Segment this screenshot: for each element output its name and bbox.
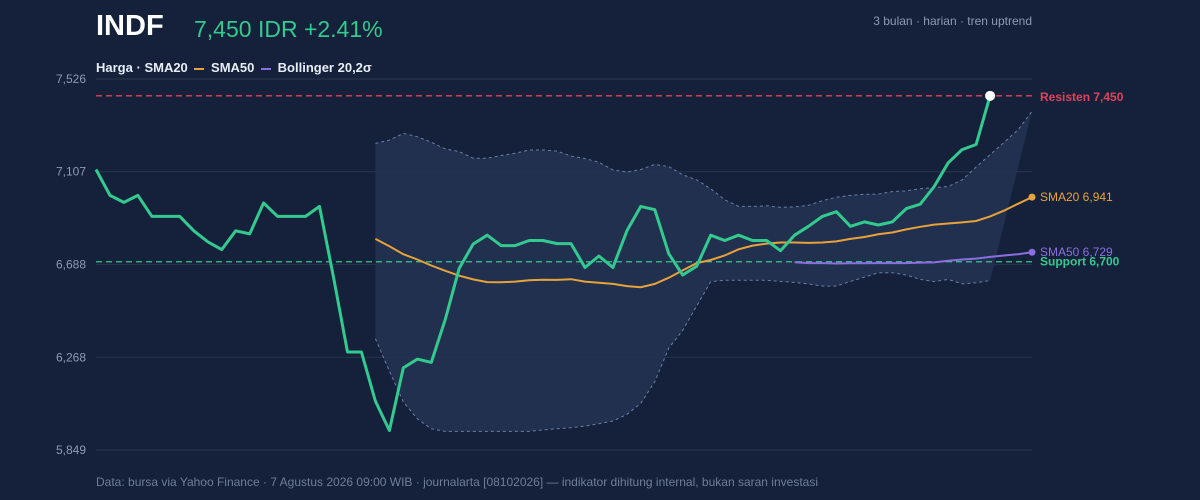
price-change: 7,450 IDR +2.41% (194, 16, 383, 42)
support-label: Support 6,700 (1040, 255, 1120, 269)
bollinger-band-fill (375, 111, 1032, 432)
footer-note: Data: bursa via Yahoo Finance · 7 Agustu… (96, 475, 818, 489)
bollinger-lower-line (374, 272, 991, 432)
legend-sma20-swatch (194, 67, 205, 70)
y-tick-label: 7,107 (56, 165, 86, 179)
sma50-end-label: SMA50 6,729 (1040, 245, 1113, 259)
legend-bollinger-swatch (261, 67, 272, 70)
price-end-dot (985, 90, 996, 101)
sma20-line (374, 196, 1033, 289)
legend-sma50: SMA50 (211, 60, 255, 75)
bollinger-upper-line (375, 110, 1033, 208)
y-tick-label: 6,688 (56, 257, 86, 271)
sma50-end-dot (1028, 248, 1036, 256)
legend-bollinger: Bollinger 20,2σ (277, 60, 372, 75)
period-description: 3 bulan · harian · tren uptrend (873, 14, 1032, 28)
price-line (94, 95, 992, 432)
ticker-symbol: INDF (96, 10, 164, 42)
sma20-end-label: SMA20 6,941 (1040, 190, 1113, 204)
legend-price: Harga (96, 60, 133, 75)
y-tick-label: 7,526 (56, 72, 86, 86)
sma50-line (794, 251, 1033, 265)
legend-sma20: SMA20 (144, 60, 188, 75)
sma20-end-dot (1028, 193, 1036, 201)
y-tick-label: 6,268 (56, 350, 86, 364)
chart-legend: Harga · SMA20 SMA50 Bollinger 20,2σ (96, 60, 372, 75)
y-tick-label: 5,849 (56, 443, 86, 457)
resistance-label: Resisten 7,450 (1040, 90, 1124, 104)
